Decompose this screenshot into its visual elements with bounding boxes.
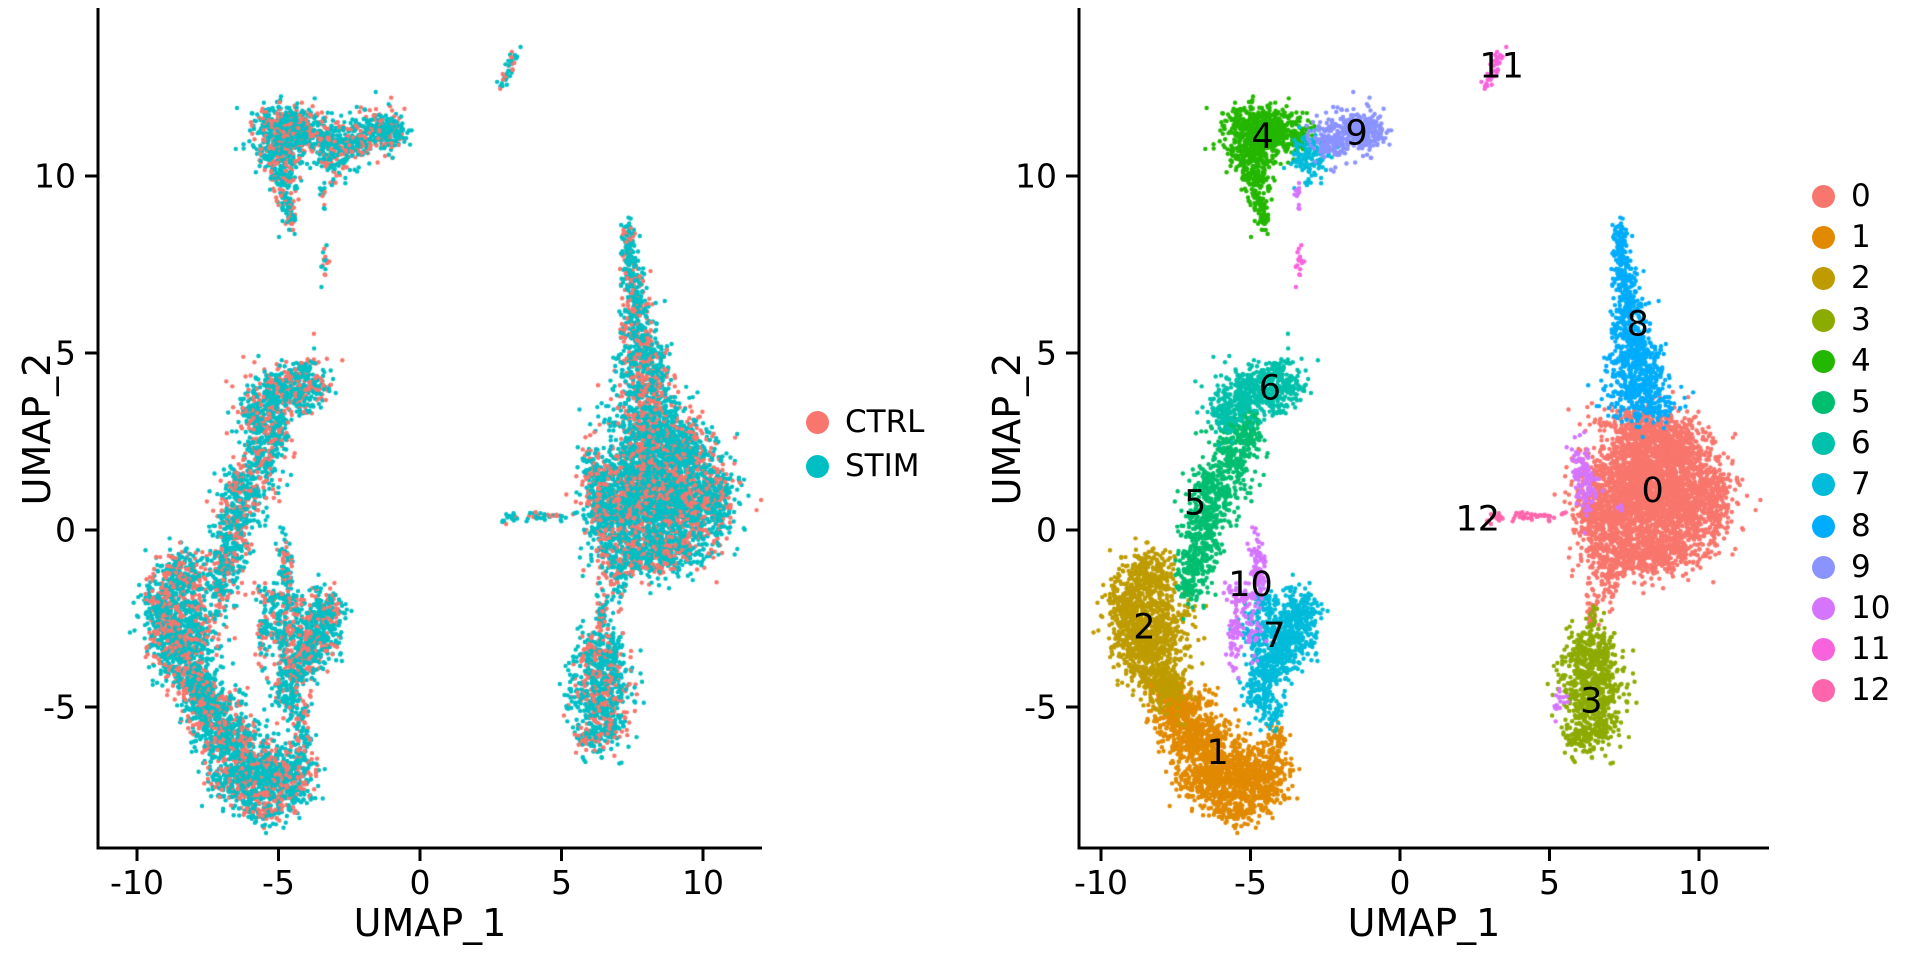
cluster-label-1: 1: [1206, 733, 1228, 773]
x-tick-label: -5: [1234, 863, 1267, 902]
legend-label: 3: [1851, 301, 1871, 338]
legend-item-cluster-0: 0: [1806, 176, 1890, 217]
legend-item-cluster-11: 11: [1806, 629, 1890, 670]
cluster-7-swatch-icon: [1812, 473, 1835, 497]
y-tick-label: -5: [1024, 688, 1057, 727]
legend-item-stim: STIM: [800, 444, 924, 488]
cluster-3-swatch-icon: [1812, 308, 1835, 332]
x-tick-label: 5: [1539, 863, 1560, 902]
y-tick-label: 5: [1036, 334, 1057, 373]
cluster-2-swatch-icon: [1812, 267, 1835, 291]
y-tick-label: 0: [55, 511, 76, 550]
cluster-label-10: 10: [1228, 565, 1273, 605]
legend-item-cluster-4: 4: [1806, 341, 1890, 382]
cluster-label-6: 6: [1259, 368, 1281, 408]
cluster-1-swatch-icon: [1812, 226, 1835, 250]
legend-item-cluster-7: 7: [1806, 464, 1890, 505]
legend-item-cluster-12: 12: [1806, 670, 1890, 711]
y-tick-label: -5: [43, 688, 76, 727]
legend-label: 6: [1851, 425, 1871, 462]
y-axis-title-right-panel: UMAP_2: [985, 352, 1029, 506]
y-tick-label: 10: [1015, 157, 1057, 196]
legend-label: CTRL: [845, 403, 925, 440]
legend-label: 11: [1851, 631, 1891, 668]
cluster-8-swatch-icon: [1812, 514, 1835, 538]
x-tick-label: 10: [1678, 863, 1720, 902]
legend-item-cluster-2: 2: [1806, 258, 1890, 299]
x-tick-label: 0: [1390, 863, 1411, 902]
cluster-6-swatch-icon: [1812, 432, 1835, 456]
legend-label: 0: [1851, 178, 1871, 215]
cluster-label-2: 2: [1133, 607, 1155, 647]
cluster-label-0: 0: [1642, 471, 1664, 511]
legend-label: 8: [1851, 507, 1871, 544]
cluster-10-swatch-icon: [1812, 596, 1835, 620]
ctrl-swatch-icon: [806, 410, 829, 434]
legend-item-cluster-6: 6: [1806, 423, 1890, 464]
legend-item-cluster-1: 1: [1806, 217, 1890, 258]
x-tick-label: -10: [1074, 863, 1128, 902]
cluster-0-swatch-icon: [1812, 185, 1835, 209]
cluster-4-swatch-icon: [1812, 349, 1835, 373]
cluster-label-3: 3: [1580, 682, 1602, 722]
cluster-label-4: 4: [1251, 117, 1273, 157]
legend-label: 2: [1851, 260, 1871, 297]
legend-label: 12: [1851, 672, 1891, 709]
y-axis-title-left-panel: UMAP_2: [15, 352, 59, 506]
cluster-label-8: 8: [1627, 305, 1649, 345]
stim-swatch-icon: [806, 454, 829, 478]
x-tick-label: -10: [110, 863, 164, 902]
condition-legend: CTRL STIM: [800, 400, 924, 488]
legend-label: 7: [1851, 466, 1871, 503]
y-tick-label: 0: [1036, 511, 1057, 550]
x-axis-title-right-panel: UMAP_1: [1347, 901, 1501, 945]
legend-label: STIM: [845, 447, 920, 484]
legend-item-cluster-5: 5: [1806, 382, 1890, 423]
cluster-label-11: 11: [1479, 46, 1524, 86]
cluster-12-swatch-icon: [1812, 679, 1835, 703]
legend-label: 10: [1851, 589, 1891, 626]
legend-item-cluster-3: 3: [1806, 300, 1890, 341]
y-tick-label: 10: [34, 157, 76, 196]
cluster-label-5: 5: [1184, 483, 1206, 523]
cluster-9-swatch-icon: [1812, 555, 1835, 579]
cluster-legend: 0 1 2 3 4 5 6 7 8 9 10 11 12: [1806, 176, 1890, 711]
legend-item-cluster-8: 8: [1806, 506, 1890, 547]
legend-label: 4: [1851, 342, 1871, 379]
legend-item-cluster-10: 10: [1806, 588, 1890, 629]
x-tick-label: 10: [682, 863, 724, 902]
legend-item-ctrl: CTRL: [800, 400, 924, 444]
x-axis-title-left-panel: UMAP_1: [353, 901, 507, 945]
legend-item-cluster-9: 9: [1806, 547, 1890, 588]
x-tick-label: 5: [551, 863, 572, 902]
y-tick-label: 5: [55, 334, 76, 373]
legend-label: 1: [1851, 219, 1871, 256]
cluster-5-swatch-icon: [1812, 391, 1835, 415]
x-tick-label: 0: [410, 863, 431, 902]
legend-label: 5: [1851, 384, 1871, 421]
x-tick-label: -5: [262, 863, 295, 902]
cluster-11-swatch-icon: [1812, 638, 1835, 662]
cluster-label-12: 12: [1455, 499, 1500, 539]
legend-label: 9: [1851, 548, 1871, 585]
cluster-label-9: 9: [1346, 114, 1368, 154]
cluster-label-7: 7: [1263, 616, 1285, 656]
